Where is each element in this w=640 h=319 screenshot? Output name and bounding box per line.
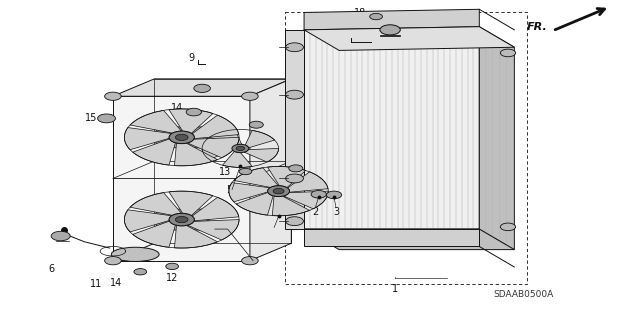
- Polygon shape: [250, 79, 291, 261]
- Circle shape: [239, 168, 252, 175]
- Circle shape: [268, 186, 289, 197]
- Circle shape: [285, 217, 303, 226]
- Text: 12: 12: [166, 273, 178, 283]
- Text: 14: 14: [110, 278, 122, 288]
- Polygon shape: [229, 183, 270, 202]
- Polygon shape: [304, 27, 515, 50]
- Bar: [285, 12, 527, 285]
- Polygon shape: [268, 167, 306, 188]
- Polygon shape: [284, 191, 328, 209]
- Circle shape: [98, 114, 115, 123]
- Text: 8: 8: [389, 31, 395, 41]
- Text: 14: 14: [171, 103, 183, 113]
- Polygon shape: [188, 219, 239, 240]
- Polygon shape: [169, 191, 213, 216]
- Circle shape: [285, 90, 303, 99]
- Polygon shape: [132, 221, 175, 247]
- Circle shape: [104, 92, 121, 100]
- Polygon shape: [245, 130, 275, 148]
- FancyBboxPatch shape: [156, 127, 207, 148]
- Polygon shape: [192, 115, 239, 139]
- Text: 11: 11: [90, 279, 102, 289]
- Polygon shape: [285, 30, 304, 229]
- Text: 17: 17: [182, 78, 194, 89]
- Polygon shape: [113, 96, 250, 261]
- Polygon shape: [202, 145, 233, 160]
- Polygon shape: [130, 110, 182, 133]
- Polygon shape: [304, 27, 479, 229]
- Circle shape: [500, 223, 516, 231]
- Text: 7: 7: [339, 36, 346, 46]
- Polygon shape: [304, 229, 515, 250]
- Circle shape: [51, 231, 70, 241]
- Circle shape: [242, 92, 258, 100]
- Text: 13: 13: [218, 167, 231, 177]
- Polygon shape: [234, 168, 278, 188]
- Polygon shape: [304, 229, 479, 247]
- Polygon shape: [272, 196, 310, 216]
- Polygon shape: [192, 197, 239, 221]
- Text: 2: 2: [312, 207, 319, 217]
- Text: 3: 3: [333, 207, 339, 217]
- Polygon shape: [175, 225, 218, 248]
- Text: 15: 15: [84, 113, 97, 123]
- Circle shape: [249, 121, 263, 128]
- Circle shape: [104, 256, 121, 265]
- Text: 6: 6: [48, 264, 54, 274]
- Circle shape: [285, 43, 303, 52]
- Circle shape: [285, 174, 303, 183]
- Polygon shape: [236, 192, 273, 215]
- Polygon shape: [479, 27, 515, 250]
- Polygon shape: [113, 79, 291, 96]
- Circle shape: [289, 165, 303, 172]
- Text: 9: 9: [188, 53, 195, 63]
- Circle shape: [370, 13, 383, 20]
- Polygon shape: [175, 143, 218, 166]
- Circle shape: [232, 144, 249, 152]
- Circle shape: [175, 134, 188, 140]
- Circle shape: [166, 263, 179, 270]
- FancyBboxPatch shape: [156, 209, 207, 230]
- Polygon shape: [188, 137, 239, 158]
- Circle shape: [380, 25, 400, 35]
- Text: 5: 5: [226, 184, 232, 195]
- Polygon shape: [223, 152, 252, 167]
- Circle shape: [169, 131, 195, 144]
- Polygon shape: [130, 193, 182, 215]
- Circle shape: [194, 84, 211, 93]
- Circle shape: [134, 269, 147, 275]
- Polygon shape: [169, 109, 213, 133]
- Circle shape: [169, 213, 195, 226]
- Ellipse shape: [111, 247, 159, 262]
- Polygon shape: [124, 128, 172, 150]
- Circle shape: [242, 256, 258, 265]
- Text: 10: 10: [268, 227, 280, 237]
- Circle shape: [236, 146, 244, 151]
- Circle shape: [326, 191, 342, 199]
- Text: SDAAB0500A: SDAAB0500A: [494, 290, 554, 299]
- Text: 16: 16: [301, 173, 313, 183]
- Text: FR.: FR.: [527, 22, 547, 33]
- Polygon shape: [124, 210, 172, 232]
- Text: 1: 1: [392, 285, 398, 294]
- Polygon shape: [244, 148, 278, 162]
- Text: 4: 4: [204, 219, 211, 229]
- Text: 18: 18: [354, 8, 366, 19]
- Circle shape: [186, 108, 202, 116]
- Polygon shape: [209, 130, 242, 145]
- Polygon shape: [287, 172, 328, 192]
- Text: 16: 16: [261, 116, 274, 127]
- Circle shape: [175, 217, 188, 223]
- Circle shape: [311, 190, 326, 198]
- Circle shape: [273, 189, 284, 194]
- Polygon shape: [132, 139, 175, 165]
- Polygon shape: [304, 9, 479, 30]
- Circle shape: [500, 49, 516, 57]
